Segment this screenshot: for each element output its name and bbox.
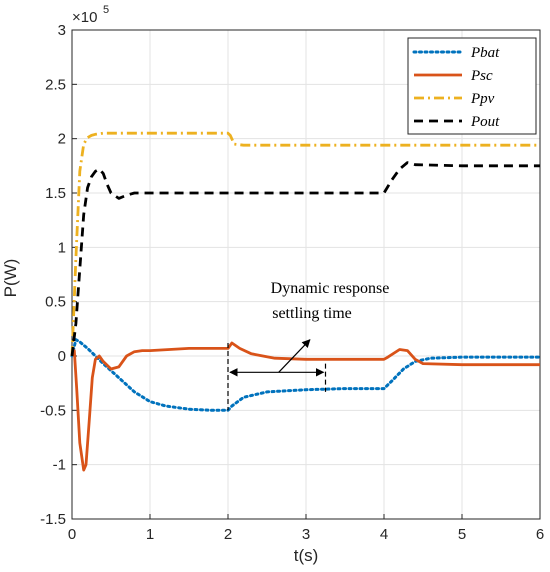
x-tick-label: 6 bbox=[536, 526, 544, 543]
annotation-pointer-arrow bbox=[278, 339, 311, 373]
x-tick-label: 2 bbox=[224, 526, 232, 543]
y-exponent-base: ×10 bbox=[72, 9, 97, 26]
x-tick-labels: 0 1 2 3 4 5 6 bbox=[68, 526, 544, 543]
x-tick-label: 0 bbox=[68, 526, 76, 543]
x-tick-label: 3 bbox=[302, 526, 310, 543]
legend-box bbox=[407, 37, 537, 135]
series-line-ppv bbox=[70, 131, 540, 357]
y-tick-label: 2.5 bbox=[45, 76, 66, 93]
annotation-line2: settling time bbox=[272, 305, 352, 322]
y-tick-label: 2 bbox=[58, 131, 66, 148]
series-line-pout bbox=[70, 161, 540, 357]
y-axis-label: P(W) bbox=[1, 259, 20, 298]
series-line-psc bbox=[70, 341, 540, 472]
y-tick-label: 0 bbox=[58, 348, 66, 365]
legend-label-pout: Pout bbox=[470, 114, 500, 130]
y-tick-label: 0.5 bbox=[45, 294, 66, 311]
legend-label-ppv: Ppv bbox=[470, 91, 495, 107]
annotation: Dynamic response settling time bbox=[227, 280, 390, 411]
y-tick-label: 1.5 bbox=[45, 185, 66, 202]
legend-label-pbat: Pbat bbox=[470, 45, 500, 61]
y-tick-label: 3 bbox=[58, 22, 66, 39]
y-tick-label: -0.5 bbox=[40, 402, 66, 419]
x-axis-label: t(s) bbox=[294, 546, 319, 565]
plot-frame bbox=[71, 29, 541, 520]
legend: Pbat Psc Ppv Pout bbox=[407, 37, 537, 135]
x-tick-label: 5 bbox=[458, 526, 466, 543]
x-tick-label: 1 bbox=[146, 526, 154, 543]
y-tick-label: -1 bbox=[53, 457, 66, 474]
y-exponent-power: 5 bbox=[103, 4, 109, 16]
x-tick-label: 4 bbox=[380, 526, 388, 543]
legend-label-psc: Psc bbox=[470, 68, 493, 84]
y-tick-label: 1 bbox=[58, 239, 66, 256]
y-tick-labels: 3 2.5 2 1.5 1 0.5 0 -0.5 -1 -1.5 bbox=[40, 22, 66, 528]
y-tick-label: -1.5 bbox=[40, 511, 66, 528]
annotation-line1: Dynamic response bbox=[271, 280, 390, 297]
